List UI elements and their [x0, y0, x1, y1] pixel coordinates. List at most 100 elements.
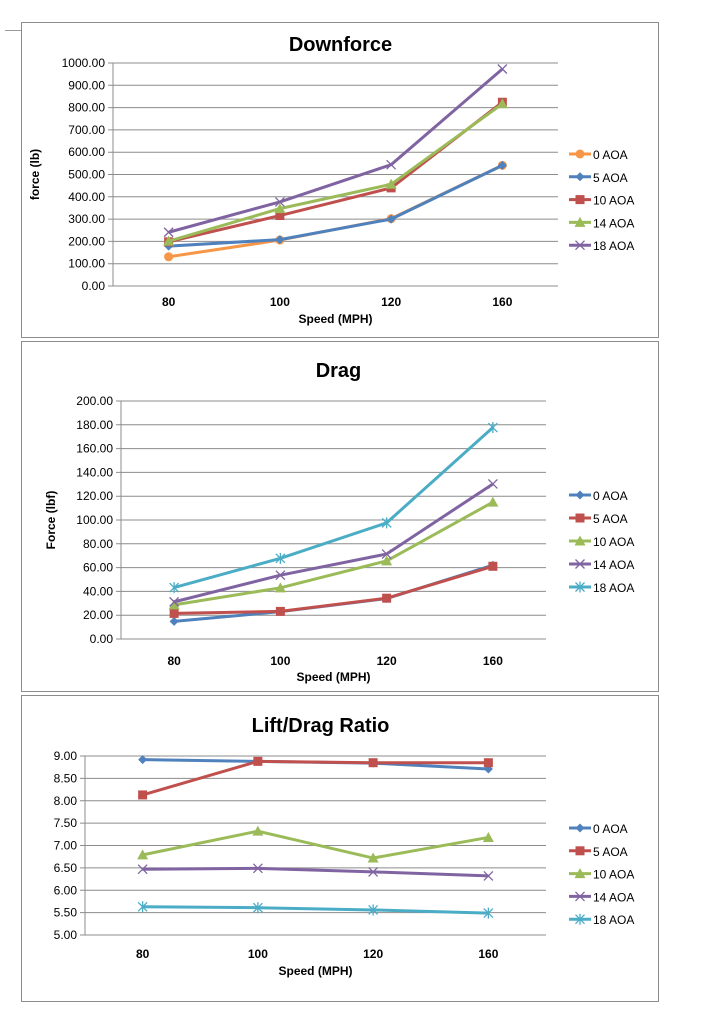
series-18-aoa: [169, 422, 498, 594]
legend-marker: [575, 559, 585, 569]
legend-item: 18 AOA: [569, 913, 634, 927]
y-tick-label: 300.00: [68, 212, 105, 226]
lift-drag-ratio-chart: Lift/Drag Ratio 5.00 5.50 6.00 6.50 7.00 7.50 8…: [21, 695, 659, 1002]
legend-item: 14 AOA: [569, 558, 634, 572]
data-point: [274, 196, 285, 207]
legend-item: 5 AOA: [569, 845, 628, 859]
data-point: [488, 561, 498, 571]
legend-marker: [575, 513, 585, 523]
series-14-aoa: [163, 98, 508, 246]
y-tick-label: 500.00: [68, 168, 105, 182]
data-point: [386, 214, 396, 224]
y-tick-label: 7.50: [54, 816, 78, 830]
series-10-aoa: [137, 825, 494, 863]
x-tick-label: 160: [478, 947, 498, 961]
x-axis-title: Speed (MPH): [296, 670, 370, 684]
legend-label: 10 AOA: [593, 535, 634, 549]
x-tick-label: 120: [381, 295, 401, 309]
y-tick-label: 20.00: [83, 608, 113, 622]
data-point: [274, 582, 286, 593]
legend-marker: [575, 823, 585, 833]
legend-label: 10 AOA: [593, 194, 634, 208]
legend-item: 14 AOA: [569, 216, 634, 230]
legend-label: 10 AOA: [593, 868, 634, 882]
y-tick-label: 1000.00: [62, 56, 106, 70]
legend-label: 14 AOA: [593, 216, 634, 230]
legend-item: 10 AOA: [569, 194, 634, 208]
legend-marker: [575, 240, 585, 251]
x-tick-label: 100: [248, 947, 268, 961]
y-tick-label: 180.00: [76, 418, 113, 432]
x-tick-label: 160: [483, 654, 503, 668]
series-10-aoa: [164, 97, 507, 247]
x-tick-label: 120: [363, 947, 383, 961]
series-line: [173, 482, 494, 604]
data-point: [168, 599, 180, 610]
data-point: [137, 864, 148, 875]
legend-marker: [574, 535, 586, 546]
series-line: [168, 101, 504, 244]
data-point: [496, 98, 508, 109]
series-18-aoa: [163, 64, 508, 238]
y-tick-label: 200.00: [68, 234, 105, 248]
data-point: [169, 582, 180, 594]
data-point: [487, 422, 498, 434]
y-tick-label: 0.00: [90, 632, 114, 646]
legend-label: 0 AOA: [593, 148, 628, 162]
data-point: [169, 616, 179, 626]
legend-label: 0 AOA: [593, 822, 628, 836]
legend-marker: [574, 868, 586, 879]
series-14-aoa: [137, 863, 494, 881]
data-point: [164, 252, 174, 262]
series-5-aoa: [169, 561, 498, 618]
data-point: [368, 904, 379, 916]
legend-marker: [575, 195, 585, 205]
y-tick-label: 6.00: [54, 883, 78, 897]
data-point: [381, 517, 392, 529]
x-tick-label: 120: [377, 654, 397, 668]
series-line: [174, 564, 494, 615]
series-0-aoa: [164, 160, 507, 262]
series-0-aoa: [138, 755, 493, 774]
x-tick-label: 80: [162, 295, 176, 309]
y-tick-label: 140.00: [76, 465, 113, 479]
legend-marker: [574, 216, 586, 227]
chart-title: Lift/Drag Ratio: [252, 715, 390, 737]
series-line: [173, 500, 494, 607]
data-point: [381, 555, 393, 566]
legend-marker: [575, 172, 585, 182]
series-line: [173, 426, 494, 590]
y-tick-label: 40.00: [83, 584, 113, 598]
legend-marker: [575, 581, 585, 593]
y-tick-label: 80.00: [83, 537, 113, 551]
legend-item: 18 AOA: [569, 581, 634, 595]
data-point: [483, 758, 493, 768]
x-tick-label: 80: [136, 947, 150, 961]
legend-item: 18 AOA: [569, 239, 634, 253]
series-10-aoa: [168, 496, 499, 610]
chart-title: Downforce: [289, 34, 392, 56]
series-line: [142, 866, 489, 878]
y-tick-label: 600.00: [68, 145, 105, 159]
series-line: [142, 829, 489, 860]
y-axis-title: Force (lbf): [44, 491, 58, 550]
data-point: [138, 755, 148, 765]
y-tick-label: 200.00: [76, 394, 113, 408]
legend-item: 10 AOA: [569, 535, 634, 549]
data-point: [252, 825, 264, 836]
y-axis-title: force (lb): [28, 149, 42, 200]
legend-label: 14 AOA: [593, 558, 634, 572]
y-tick-label: 800.00: [68, 101, 105, 115]
data-point: [483, 870, 494, 881]
series-line: [168, 67, 504, 234]
data-point: [368, 866, 379, 877]
legend-label: 5 AOA: [593, 171, 628, 185]
legend-label: 18 AOA: [593, 581, 634, 595]
legend-item: 0 AOA: [569, 489, 628, 503]
y-tick-label: 700.00: [68, 123, 105, 137]
legend-item: 0 AOA: [569, 822, 628, 836]
data-point: [275, 606, 285, 616]
legend-label: 14 AOA: [593, 890, 634, 904]
y-tick-label: 400.00: [68, 190, 105, 204]
drag-chart: Drag 0.00 20.00 40.00 60.00 80.00 100.00 120.00…: [21, 341, 659, 692]
